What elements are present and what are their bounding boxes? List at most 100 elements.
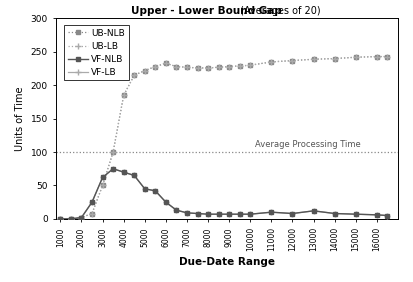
UB-LB xyxy=(111,150,116,154)
Text: (Averages of 20): (Averages of 20) xyxy=(237,6,320,16)
UB-LB xyxy=(142,69,147,72)
UB-LB xyxy=(174,65,179,68)
Y-axis label: Units of Time: Units of Time xyxy=(15,86,25,151)
VF-LB xyxy=(90,201,95,204)
VF-NLB xyxy=(227,213,232,216)
UB-NLB xyxy=(375,55,380,58)
VF-LB xyxy=(142,187,147,191)
UB-NLB xyxy=(90,212,95,215)
UB-NLB xyxy=(332,57,337,60)
VF-LB xyxy=(269,210,274,214)
UB-LB xyxy=(237,64,242,68)
VF-LB xyxy=(132,174,137,177)
VF-NLB xyxy=(153,189,158,193)
VF-LB xyxy=(227,213,232,216)
VF-NLB xyxy=(69,217,74,221)
VF-LB xyxy=(206,213,211,216)
UB-LB xyxy=(353,56,358,59)
VF-LB xyxy=(79,216,84,219)
VF-LB xyxy=(237,213,242,216)
VF-LB xyxy=(248,213,253,216)
VF-NLB xyxy=(58,217,63,221)
VF-LB xyxy=(385,214,390,217)
VF-NLB xyxy=(174,208,179,212)
UB-LB xyxy=(69,217,74,221)
UB-LB xyxy=(248,63,253,67)
UB-LB xyxy=(195,66,200,70)
Line: UB-LB: UB-LB xyxy=(57,54,390,222)
UB-NLB xyxy=(164,61,169,65)
UB-LB xyxy=(100,184,105,187)
UB-NLB xyxy=(79,216,84,219)
UB-NLB xyxy=(353,56,358,59)
VF-NLB xyxy=(311,209,316,213)
VF-LB xyxy=(58,217,63,221)
UB-LB xyxy=(216,65,221,69)
VF-NLB xyxy=(90,201,95,204)
VF-NLB xyxy=(121,170,126,174)
UB-NLB xyxy=(111,150,116,154)
UB-LB xyxy=(332,57,337,60)
UB-LB xyxy=(79,216,84,219)
Legend: UB-NLB, UB-LB, VF-NLB, VF-LB: UB-NLB, UB-LB, VF-NLB, VF-LB xyxy=(64,25,128,80)
UB-LB xyxy=(227,65,232,68)
VF-NLB xyxy=(100,176,105,179)
VF-LB xyxy=(69,217,74,221)
VF-NLB xyxy=(142,187,147,191)
UB-LB xyxy=(385,55,390,58)
UB-LB xyxy=(58,217,63,221)
VF-LB xyxy=(290,212,295,215)
VF-LB xyxy=(164,201,169,204)
VF-LB xyxy=(195,212,200,215)
UB-LB xyxy=(90,212,95,215)
UB-NLB xyxy=(185,65,190,69)
X-axis label: Due-Date Range: Due-Date Range xyxy=(179,257,275,267)
UB-NLB xyxy=(142,69,147,72)
UB-NLB xyxy=(227,65,232,68)
UB-NLB xyxy=(237,64,242,68)
VF-NLB xyxy=(237,213,242,216)
UB-LB xyxy=(311,58,316,61)
UB-NLB xyxy=(248,63,253,67)
UB-LB xyxy=(375,55,380,58)
VF-NLB xyxy=(195,212,200,215)
UB-LB xyxy=(290,59,295,62)
UB-LB xyxy=(269,60,274,64)
VF-LB xyxy=(185,211,190,215)
UB-LB xyxy=(164,61,169,65)
VF-NLB xyxy=(185,211,190,215)
VF-NLB xyxy=(353,213,358,216)
UB-NLB xyxy=(216,65,221,69)
VF-LB xyxy=(216,213,221,216)
UB-NLB xyxy=(69,217,74,221)
UB-NLB xyxy=(385,55,390,58)
VF-LB xyxy=(174,208,179,212)
UB-LB xyxy=(132,74,137,77)
VF-LB xyxy=(353,213,358,216)
UB-LB xyxy=(121,94,126,97)
UB-NLB xyxy=(290,59,295,62)
VF-NLB xyxy=(269,210,274,214)
Text: Average Processing Time: Average Processing Time xyxy=(254,140,360,149)
UB-NLB xyxy=(153,65,158,68)
UB-NLB xyxy=(311,58,316,61)
VF-NLB xyxy=(385,214,390,217)
Line: VF-LB: VF-LB xyxy=(57,166,390,222)
Text: Upper - Lower Bound Gap: Upper - Lower Bound Gap xyxy=(131,6,282,16)
Line: UB-NLB: UB-NLB xyxy=(58,55,389,221)
VF-NLB xyxy=(290,212,295,215)
UB-NLB xyxy=(195,66,200,70)
Line: VF-NLB: VF-NLB xyxy=(58,167,389,221)
UB-LB xyxy=(206,66,211,70)
VF-NLB xyxy=(164,201,169,204)
VF-NLB xyxy=(248,213,253,216)
VF-NLB xyxy=(216,213,221,216)
VF-NLB xyxy=(79,216,84,219)
VF-NLB xyxy=(206,213,211,216)
VF-LB xyxy=(311,209,316,213)
UB-NLB xyxy=(121,94,126,97)
VF-NLB xyxy=(132,174,137,177)
UB-NLB xyxy=(206,66,211,70)
VF-LB xyxy=(100,176,105,179)
VF-NLB xyxy=(111,167,116,170)
